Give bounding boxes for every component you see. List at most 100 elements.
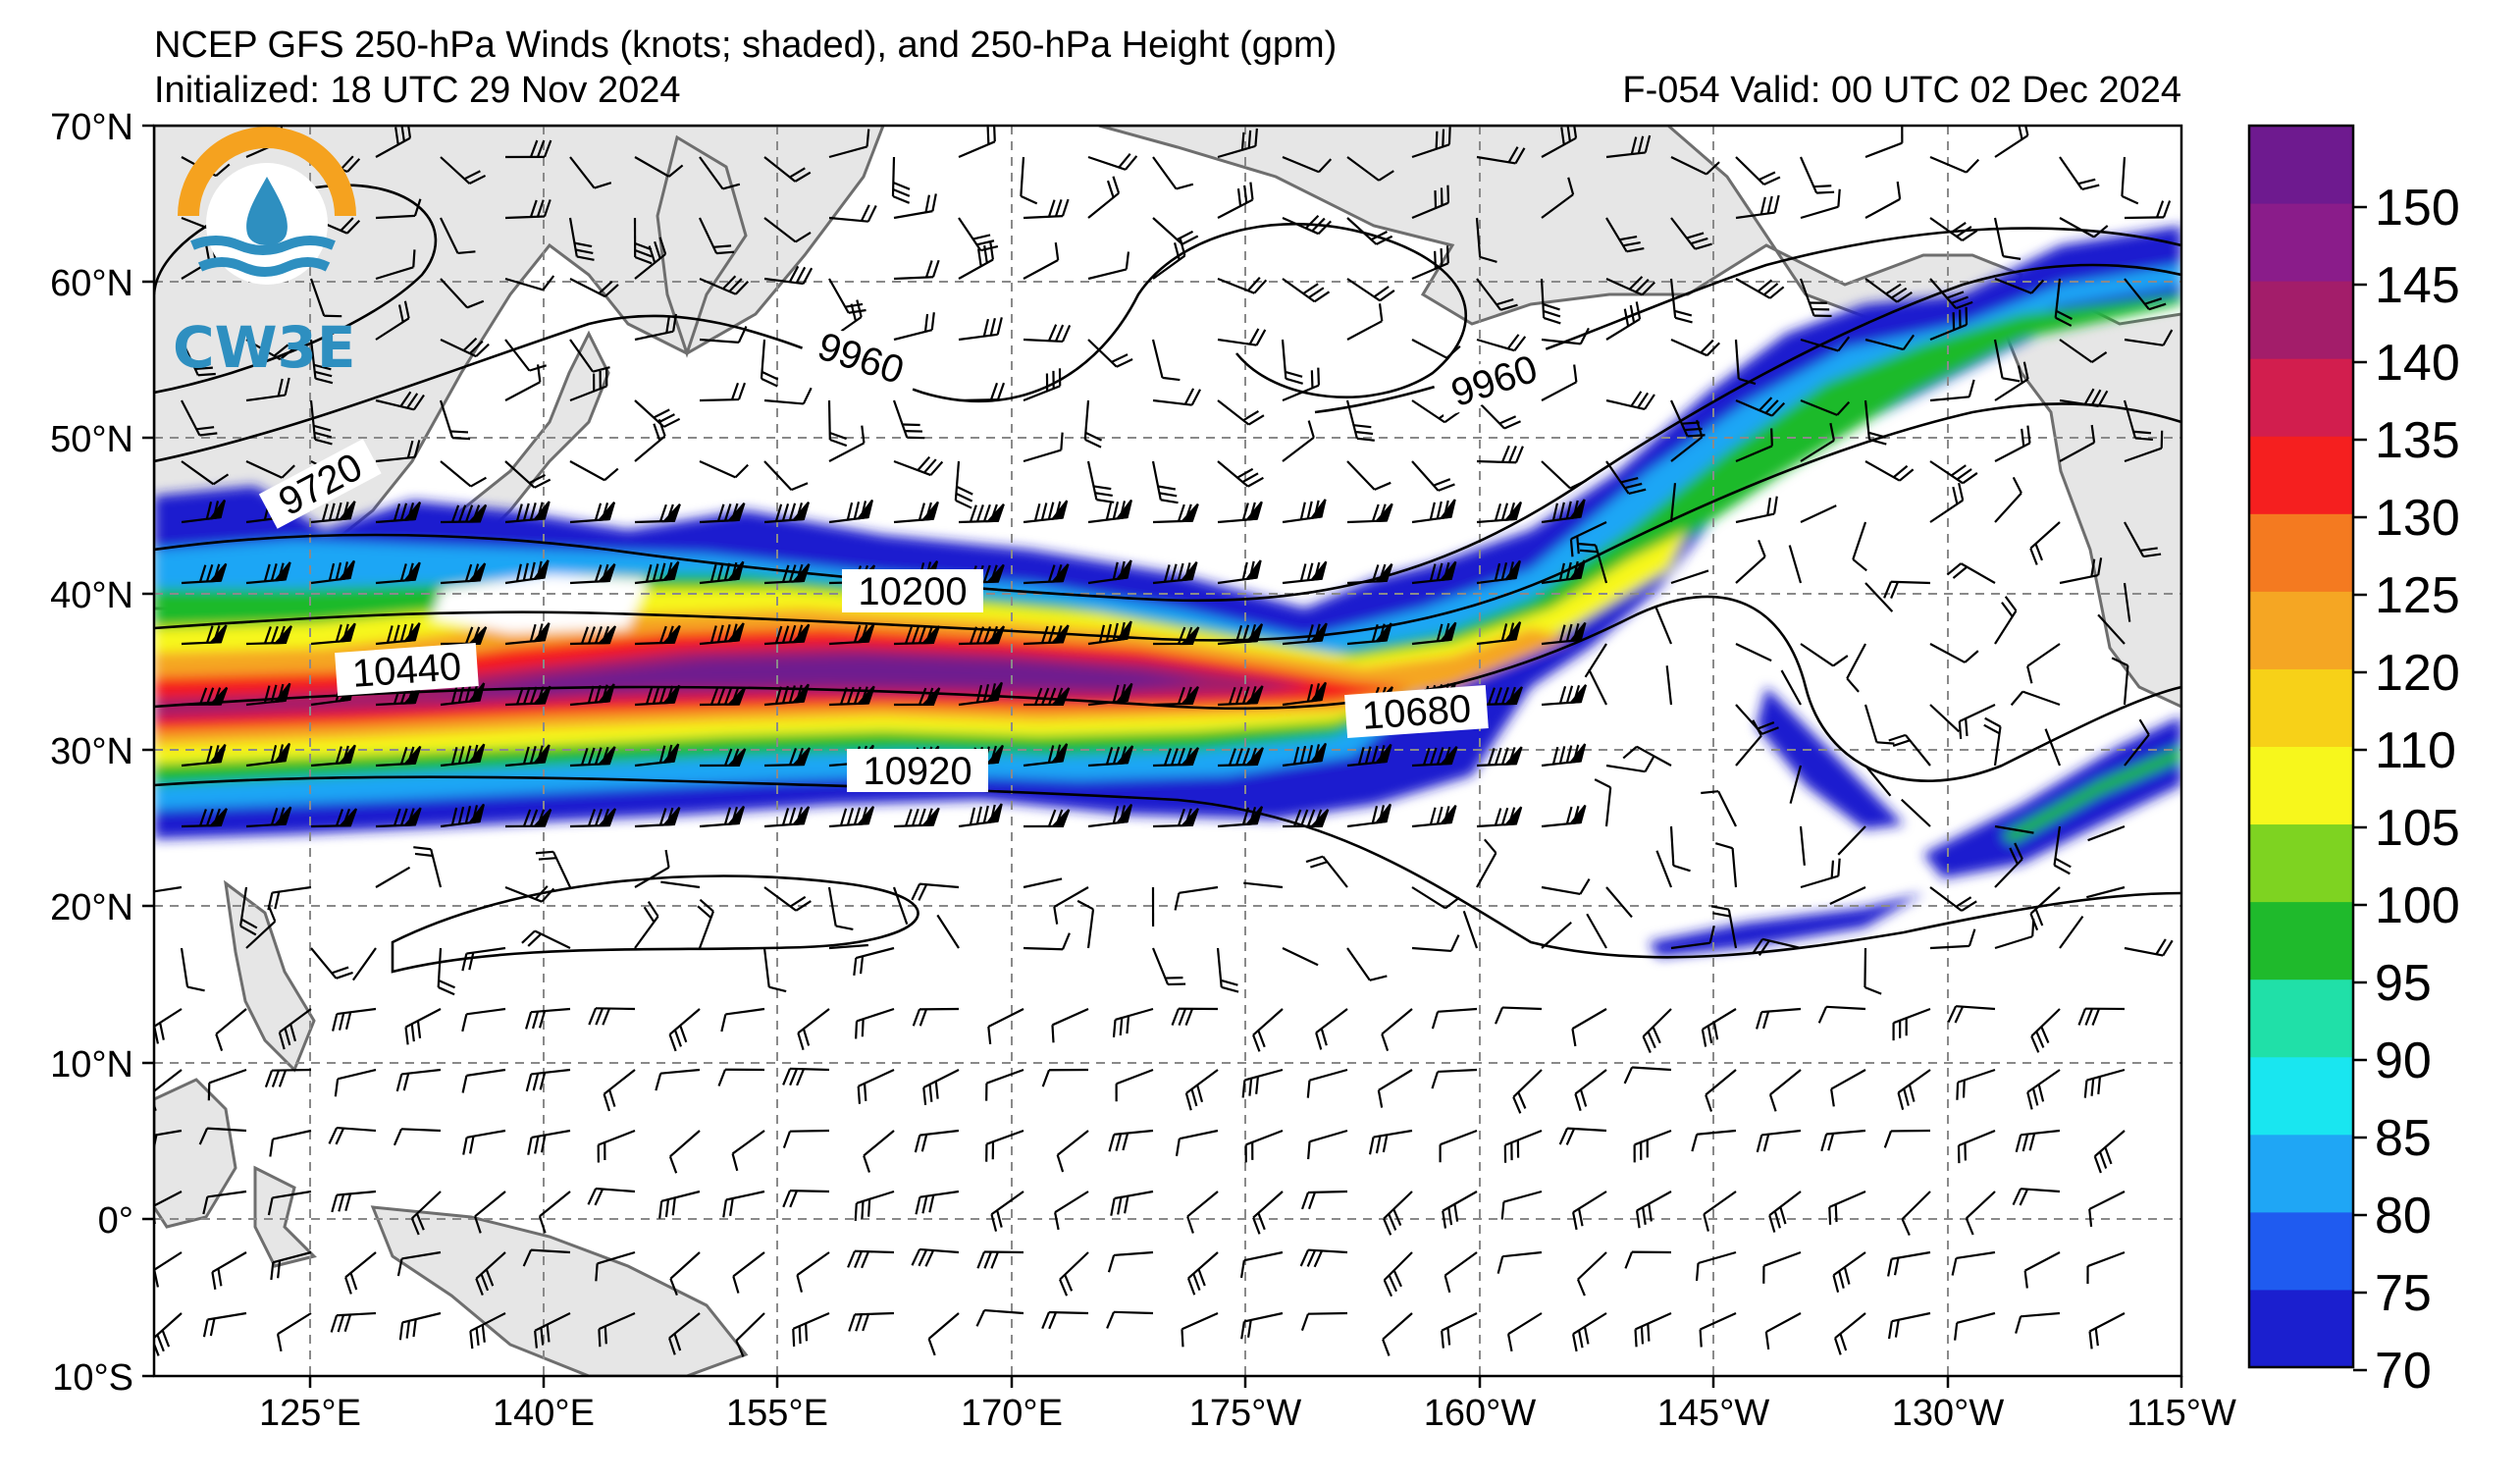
- wind-barb: [1282, 155, 1333, 174]
- wind-barb: [1346, 278, 1395, 302]
- wind-barb: [2123, 582, 2131, 622]
- wind-barb: [763, 563, 811, 585]
- sulawesi-land: [253, 1165, 317, 1268]
- wind-barb: [1951, 1250, 1996, 1276]
- wind-barb: [1714, 842, 1738, 888]
- wind-barb: [1994, 824, 2034, 834]
- wind-barb: [892, 399, 925, 440]
- wind-barb: [2123, 399, 2154, 442]
- wind-barb: [1475, 217, 1497, 263]
- wind-barb: [857, 1069, 895, 1104]
- wind-barb: [762, 947, 787, 993]
- wind-barb: [1929, 643, 1979, 663]
- wind-barb: [1929, 217, 1978, 241]
- wind-barb: [440, 460, 487, 488]
- wind-barb: [215, 1008, 247, 1051]
- wind-barb: [1576, 1251, 1607, 1297]
- wind-barb: [2086, 1250, 2126, 1285]
- wind-barb: [1023, 500, 1069, 524]
- wind-barb: [731, 1130, 765, 1172]
- wind-barb: [375, 807, 422, 828]
- wind-barb: [1558, 1127, 1607, 1145]
- wind-barb: [181, 499, 227, 524]
- wind-barb: [504, 622, 551, 646]
- wind-barb: [1993, 339, 2021, 383]
- wind-barb: [2029, 521, 2061, 565]
- wind-barb: [1734, 339, 1757, 386]
- wind-barb: [893, 259, 940, 281]
- wind-barb: [1041, 1068, 1089, 1087]
- wind-barb: [309, 399, 333, 446]
- wind-barb: [828, 685, 875, 707]
- wind-barb: [1300, 1190, 1348, 1210]
- lat-label: 30°N: [50, 731, 133, 772]
- wind-barb: [1282, 214, 1333, 236]
- lat-label: 10°N: [50, 1044, 133, 1086]
- wind-barb: [1780, 669, 1802, 706]
- wind-barb: [863, 1130, 895, 1173]
- wind-barb: [245, 806, 292, 828]
- wind-barb: [2111, 657, 2129, 706]
- wind-barb: [1282, 742, 1327, 768]
- wind-barb: [375, 198, 422, 220]
- wind-barb: [278, 1008, 312, 1050]
- wind-barb: [1411, 621, 1457, 646]
- wind-barb: [2093, 1130, 2126, 1174]
- wind-barb: [569, 156, 612, 189]
- wind-barb: [634, 156, 684, 178]
- wind-barb: [699, 382, 747, 402]
- wind-barb: [763, 460, 809, 492]
- wind-barb: [1929, 278, 1973, 310]
- wind-barb: [936, 914, 960, 949]
- wind-barb: [912, 1007, 960, 1027]
- contour-10200: [154, 263, 2181, 603]
- wind-barb: [763, 265, 814, 286]
- wind-barb: [1947, 1005, 1996, 1024]
- wind-barb: [2059, 557, 2103, 585]
- wind-barb: [1152, 388, 1202, 406]
- wind-barb: [2124, 938, 2174, 957]
- wind-barb: [1954, 1311, 1996, 1341]
- wind-barb: [351, 947, 377, 981]
- wind-barb: [1817, 1005, 1866, 1024]
- wind-barb: [1735, 156, 1781, 185]
- wind-barb: [1023, 432, 1064, 463]
- wind-barb: [911, 1247, 960, 1267]
- wind-barb: [763, 806, 811, 828]
- wind-barb: [1411, 934, 1460, 953]
- wind-barb: [1315, 1008, 1348, 1050]
- contour-10440: [154, 402, 2181, 642]
- wind-barb: [569, 460, 619, 482]
- wind-barb: [893, 193, 937, 220]
- wind-barb: [1152, 217, 1199, 245]
- wind-barb: [1994, 919, 2035, 950]
- wind-barb: [1346, 303, 1384, 341]
- wind-barb: [413, 846, 443, 888]
- wind-barb: [1476, 399, 1521, 430]
- wind-barb: [1833, 1312, 1866, 1355]
- wind-barb: [1282, 499, 1327, 524]
- wind-barb: [1756, 1007, 1802, 1030]
- colorbar-label: 110: [2375, 722, 2456, 779]
- wind-barb: [1956, 1068, 1996, 1100]
- wind-barb: [1888, 733, 1931, 767]
- wind-barb: [1476, 746, 1523, 768]
- wind-barb: [1654, 607, 1673, 645]
- wind-barb: [1541, 364, 1578, 401]
- wind-barb: [760, 339, 779, 388]
- wind-barb: [634, 901, 659, 949]
- wind-barb: [569, 339, 610, 373]
- wind-barb: [2088, 1312, 2126, 1350]
- wind-barb: [1929, 460, 1978, 485]
- contour-label-10920: 10920: [863, 750, 971, 793]
- wind-barb: [958, 241, 995, 280]
- wind-barb: [1541, 621, 1587, 646]
- wind-barb: [1346, 460, 1391, 491]
- wind-barb: [1305, 855, 1348, 888]
- wind-barb: [1994, 425, 2031, 462]
- lon-label: 145°W: [1657, 1393, 1770, 1434]
- wind-barb: [1217, 460, 1264, 488]
- wind-barb: [1883, 1129, 1931, 1148]
- wind-barb: [1541, 921, 1572, 949]
- wind-barb: [1571, 1008, 1607, 1047]
